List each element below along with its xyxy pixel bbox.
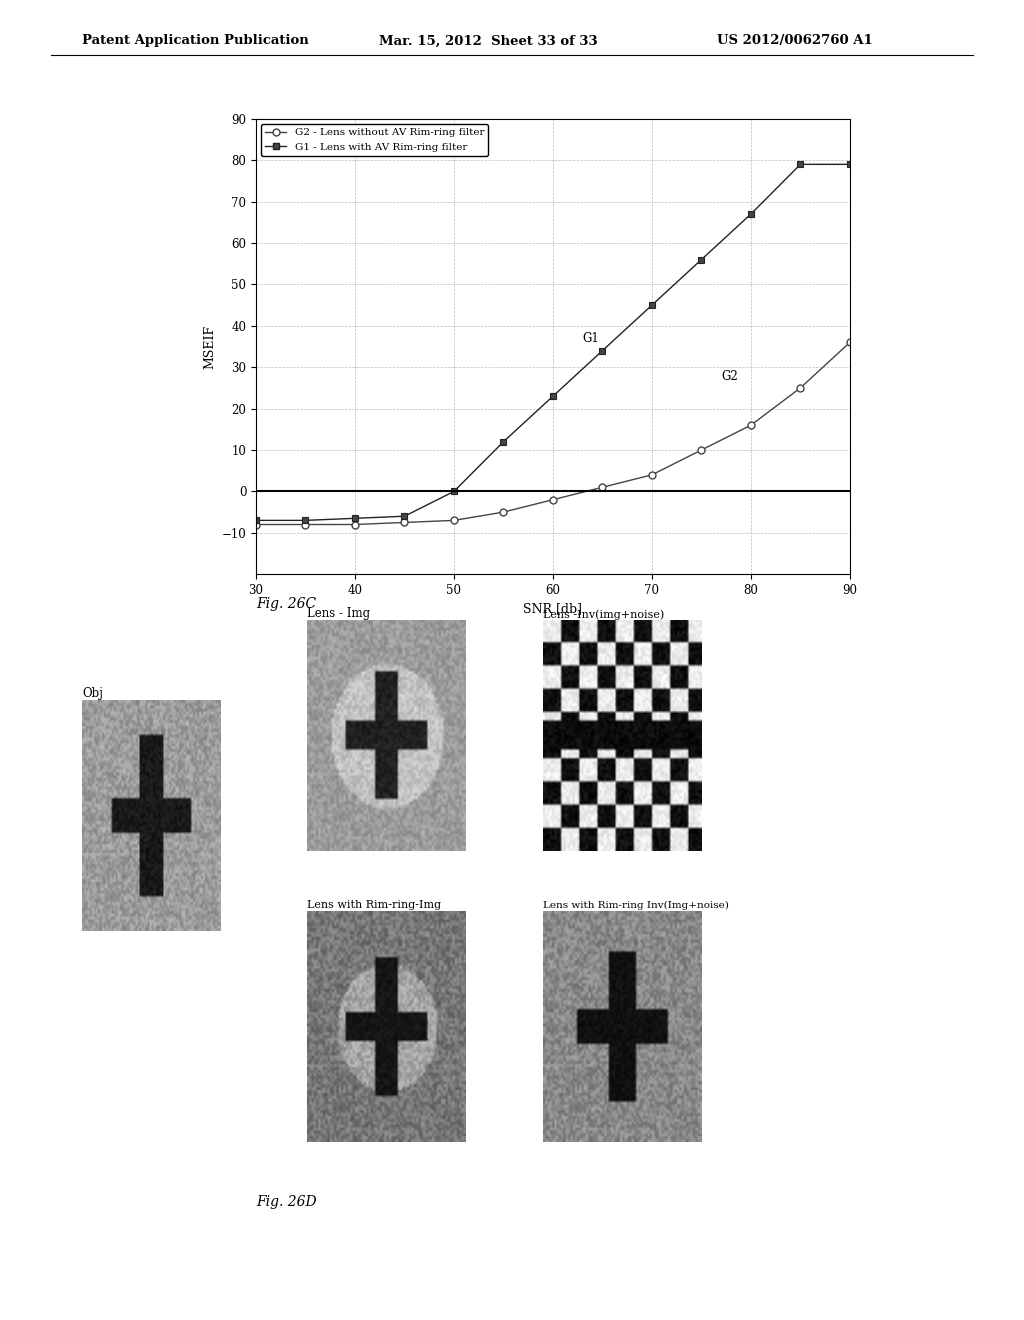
Text: Fig. 26D: Fig. 26D xyxy=(256,1195,316,1209)
Text: Lens with Rim-ring Inv(Img+noise): Lens with Rim-ring Inv(Img+noise) xyxy=(543,900,729,909)
Legend: G2 - Lens without AV Rim-ring filter, G1 - Lens with AV Rim-ring filter: G2 - Lens without AV Rim-ring filter, G1… xyxy=(261,124,488,156)
Text: Obj: Obj xyxy=(82,686,102,700)
Text: G1: G1 xyxy=(583,333,599,346)
Text: Lens - Img: Lens - Img xyxy=(307,607,371,620)
Text: US 2012/0062760 A1: US 2012/0062760 A1 xyxy=(717,34,872,48)
Text: G2: G2 xyxy=(721,370,738,383)
Y-axis label: MSEIF: MSEIF xyxy=(203,325,216,368)
Text: Mar. 15, 2012  Sheet 33 of 33: Mar. 15, 2012 Sheet 33 of 33 xyxy=(379,34,598,48)
Text: Lens -Inv(img+noise): Lens -Inv(img+noise) xyxy=(543,609,664,619)
Text: Fig. 26C: Fig. 26C xyxy=(256,597,316,611)
Text: Lens with Rim-ring-Img: Lens with Rim-ring-Img xyxy=(307,900,441,909)
Text: Patent Application Publication: Patent Application Publication xyxy=(82,34,308,48)
X-axis label: SNR [db]: SNR [db] xyxy=(523,602,583,615)
